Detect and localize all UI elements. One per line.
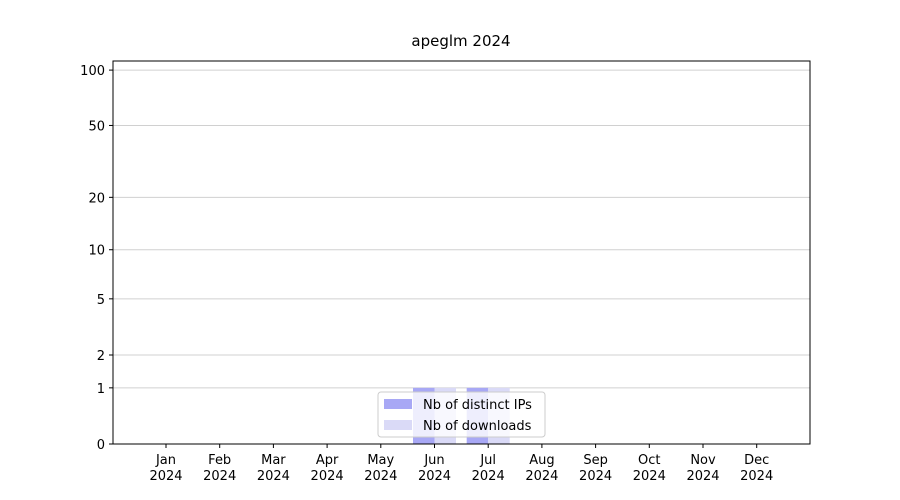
x-tick-label: Sep 2024 (579, 453, 613, 484)
x-tick-label: Oct 2024 (632, 453, 666, 484)
y-tick-label: 20 (88, 191, 105, 206)
x-tick-label: Dec 2024 (740, 453, 774, 484)
x-tick-label: Jan 2024 (149, 453, 183, 484)
legend-swatch (384, 399, 412, 409)
chart-title: apeglm 2024 (411, 32, 510, 50)
y-tick-label: 0 (97, 438, 105, 453)
y-tick-label: 2 (97, 349, 105, 364)
x-tick-label: Jun 2024 (417, 453, 452, 484)
x-tick-label: Mar 2024 (256, 453, 290, 484)
y-tick-label: 50 (88, 119, 105, 134)
x-tick-label: Nov 2024 (686, 453, 720, 484)
legend-label: Nb of downloads (423, 419, 532, 434)
legend: Nb of distinct IPs Nb of downloads (377, 391, 546, 438)
x-tick-label: Feb 2024 (203, 453, 237, 484)
y-tick-label: 5 (97, 293, 105, 308)
y-tick-label: 1 (97, 382, 105, 397)
x-tick-label: Jul 2024 (471, 453, 505, 484)
legend-swatch (384, 420, 412, 430)
legend-label: Nb of distinct IPs (423, 398, 532, 413)
x-tick-label: Aug 2024 (525, 453, 559, 484)
legend-box (377, 391, 546, 438)
x-tick-label: Apr 2024 (310, 453, 344, 484)
plot-frame (112, 60, 811, 445)
x-tick-label: May 2024 (364, 453, 398, 484)
y-tick-label: 10 (88, 244, 105, 259)
y-tick-label: 100 (80, 64, 105, 79)
